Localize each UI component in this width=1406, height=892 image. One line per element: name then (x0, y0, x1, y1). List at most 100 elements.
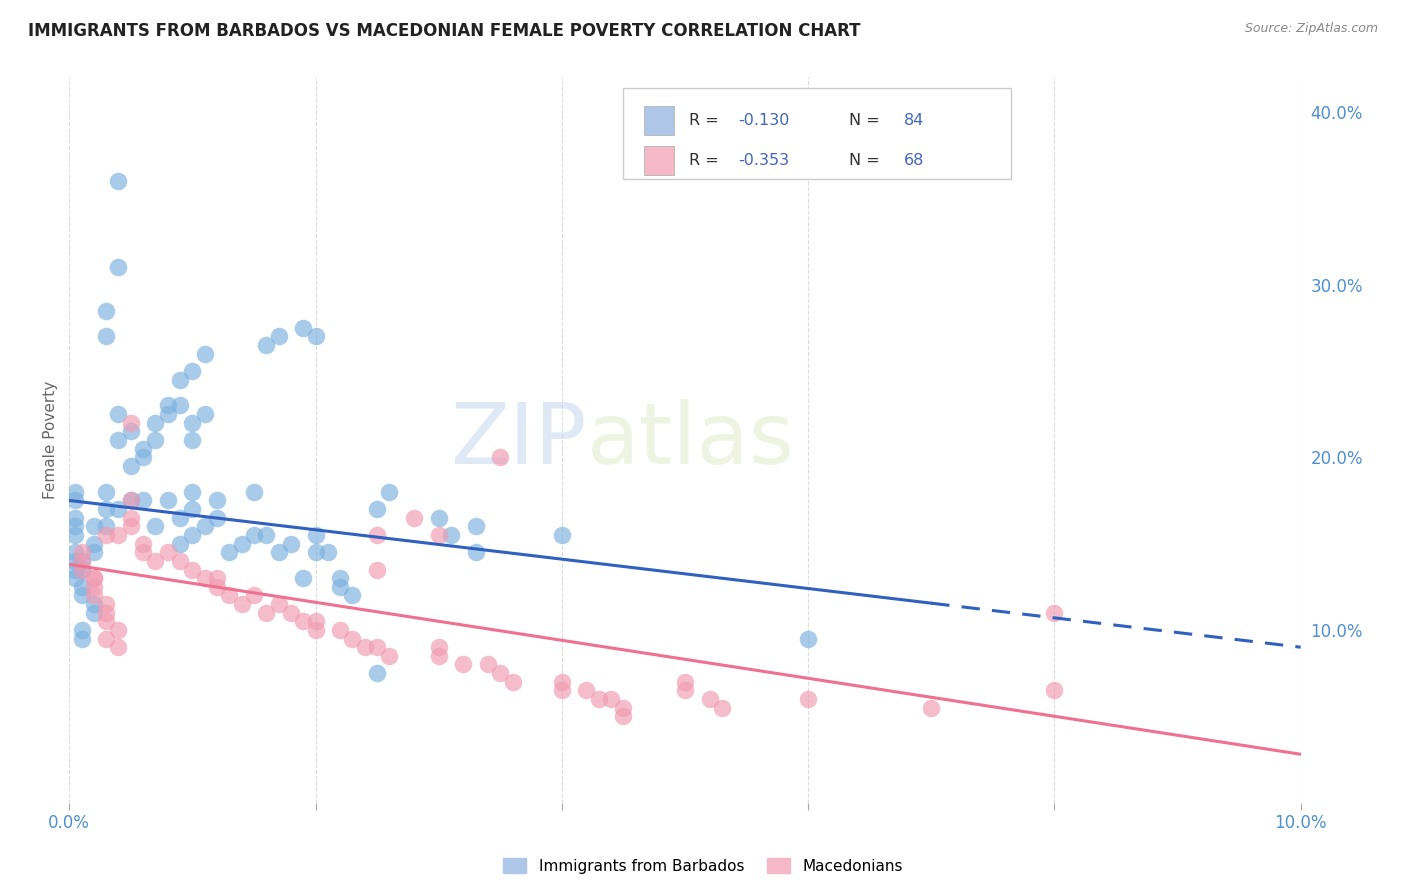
Text: 68: 68 (904, 153, 925, 168)
Point (329, 623, 352, 637)
Point (218, 588, 240, 602)
Point (194, 571, 217, 585)
Point (65, 562, 87, 576)
Point (797, 692, 820, 706)
Point (145, 433, 167, 447)
Point (107, 433, 129, 447)
Text: -0.353: -0.353 (738, 153, 789, 168)
Point (96, 484, 118, 499)
Text: Source: ZipAtlas.com: Source: ZipAtlas.com (1244, 22, 1378, 36)
Point (243, 588, 266, 602)
Point (231, 536, 253, 550)
Point (267, 597, 290, 611)
Point (366, 666, 388, 681)
Point (107, 174, 129, 188)
Point (132, 493, 155, 508)
Point (551, 674, 574, 689)
Point (254, 338, 277, 352)
Point (304, 528, 326, 542)
Point (181, 364, 204, 378)
Point (65, 571, 87, 585)
Point (145, 519, 167, 533)
Point (70, 554, 93, 568)
Point (254, 528, 277, 542)
Point (194, 407, 217, 421)
Point (107, 502, 129, 516)
Point (304, 615, 326, 629)
Point (132, 442, 155, 456)
Text: N =: N = (849, 153, 884, 168)
Point (120, 493, 142, 508)
Point (920, 700, 942, 714)
Point (96, 502, 118, 516)
Point (83, 580, 105, 594)
Point (96, 303, 118, 318)
Point (132, 536, 155, 550)
FancyBboxPatch shape (644, 145, 673, 175)
Point (181, 528, 204, 542)
Point (120, 510, 142, 524)
Point (464, 545, 486, 559)
Point (107, 623, 129, 637)
Point (156, 545, 179, 559)
Point (673, 683, 696, 698)
Point (107, 260, 129, 275)
Point (83, 545, 105, 559)
Point (107, 528, 129, 542)
Point (181, 484, 204, 499)
Point (502, 674, 524, 689)
Point (280, 606, 302, 620)
Point (575, 683, 598, 698)
Point (366, 562, 388, 576)
Legend: Immigrants from Barbados, Macedonians: Immigrants from Barbados, Macedonians (498, 852, 908, 880)
Point (205, 571, 228, 585)
Point (673, 674, 696, 689)
Point (366, 502, 388, 516)
Point (292, 571, 315, 585)
Point (83, 597, 105, 611)
Point (83, 536, 105, 550)
Point (402, 510, 425, 524)
Text: R =: R = (689, 112, 724, 128)
Point (65, 545, 87, 559)
Point (366, 640, 388, 655)
Point (477, 657, 499, 672)
Point (65, 528, 87, 542)
Point (107, 640, 129, 655)
Point (427, 648, 450, 663)
Point (218, 545, 240, 559)
Point (194, 347, 217, 361)
Point (427, 640, 450, 655)
Point (342, 588, 364, 602)
Point (304, 329, 326, 343)
Point (96, 528, 118, 542)
Point (132, 450, 155, 465)
Point (489, 666, 512, 681)
Point (83, 588, 105, 602)
Point (120, 425, 142, 439)
Point (1043, 683, 1066, 698)
Point (710, 700, 733, 714)
Point (169, 536, 191, 550)
Text: ZIP: ZIP (450, 399, 586, 482)
Point (267, 545, 290, 559)
Point (588, 692, 610, 706)
Point (243, 484, 266, 499)
Point (316, 545, 339, 559)
Point (145, 554, 167, 568)
Point (70, 554, 93, 568)
Point (65, 493, 87, 508)
Point (65, 519, 87, 533)
Point (83, 519, 105, 533)
Point (96, 597, 118, 611)
Point (304, 545, 326, 559)
Point (181, 502, 204, 516)
Point (205, 580, 228, 594)
Point (342, 632, 364, 646)
Point (378, 648, 401, 663)
Text: -0.130: -0.130 (738, 112, 789, 128)
Point (169, 399, 191, 413)
Point (70, 580, 93, 594)
Y-axis label: Female Poverty: Female Poverty (44, 381, 58, 500)
Text: 84: 84 (904, 112, 925, 128)
